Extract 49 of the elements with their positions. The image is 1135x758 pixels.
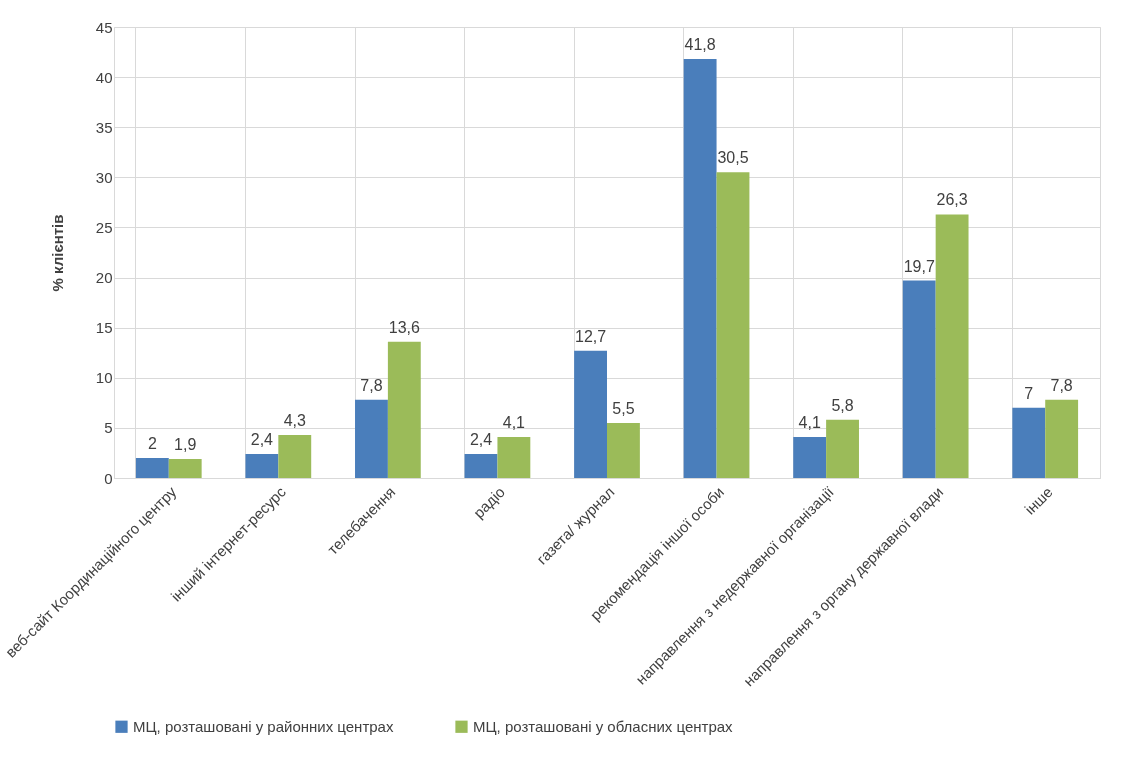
- bar: [1012, 407, 1046, 478]
- y-tick-label: 15: [95, 319, 113, 337]
- data-label: 2,4: [469, 430, 493, 448]
- legend-label: МЦ, розташовані у районних центрах: [133, 717, 394, 735]
- y-tick-label: 20: [95, 269, 113, 287]
- y-tick-label: 0: [104, 469, 113, 487]
- y-tick-label: 45: [95, 18, 113, 36]
- bar: [168, 458, 202, 478]
- data-label: 4,3: [283, 411, 306, 429]
- data-label: 1,9: [174, 435, 197, 453]
- data-label: 4,1: [502, 413, 526, 431]
- data-label: 41,8: [684, 36, 716, 54]
- bar: [245, 453, 279, 478]
- data-label: 13,6: [388, 318, 420, 336]
- bar: [497, 436, 531, 478]
- data-label: 30,5: [717, 149, 749, 167]
- data-label: 12,7: [575, 327, 607, 345]
- data-label: 5,8: [831, 396, 854, 414]
- y-axis-title: % клієнтів: [48, 214, 66, 292]
- data-label: 7,8: [1050, 376, 1073, 394]
- y-tick-label: 5: [104, 419, 113, 437]
- data-label: 4,1: [798, 413, 821, 431]
- data-label: 2,4: [250, 430, 274, 448]
- data-label: 26,3: [936, 191, 968, 209]
- y-tick-label: 10: [95, 369, 113, 387]
- bar: [716, 172, 750, 478]
- data-label: 7: [1024, 384, 1034, 402]
- bar: [387, 341, 421, 478]
- data-label: 7,8: [360, 376, 383, 394]
- bar: [355, 399, 388, 478]
- bar: [574, 350, 607, 478]
- y-tick-label: 40: [95, 68, 113, 86]
- data-label: 19,7: [903, 257, 935, 275]
- bar: [935, 214, 969, 478]
- data-label: 5,5: [612, 399, 635, 417]
- bar: [464, 453, 498, 478]
- bar: [683, 59, 717, 478]
- y-tick-label: 35: [95, 118, 113, 136]
- y-tick-label: 25: [95, 218, 113, 236]
- bar: [607, 422, 640, 478]
- bar: [793, 436, 827, 478]
- y-tick-label: 30: [95, 168, 113, 186]
- bar: [1045, 399, 1079, 478]
- legend-label: МЦ, розташовані у обласних центрах: [473, 717, 734, 735]
- bar: [902, 280, 936, 478]
- bar: [135, 457, 169, 478]
- bar: [278, 434, 312, 478]
- data-label: 2: [147, 434, 157, 452]
- bar: [826, 419, 859, 478]
